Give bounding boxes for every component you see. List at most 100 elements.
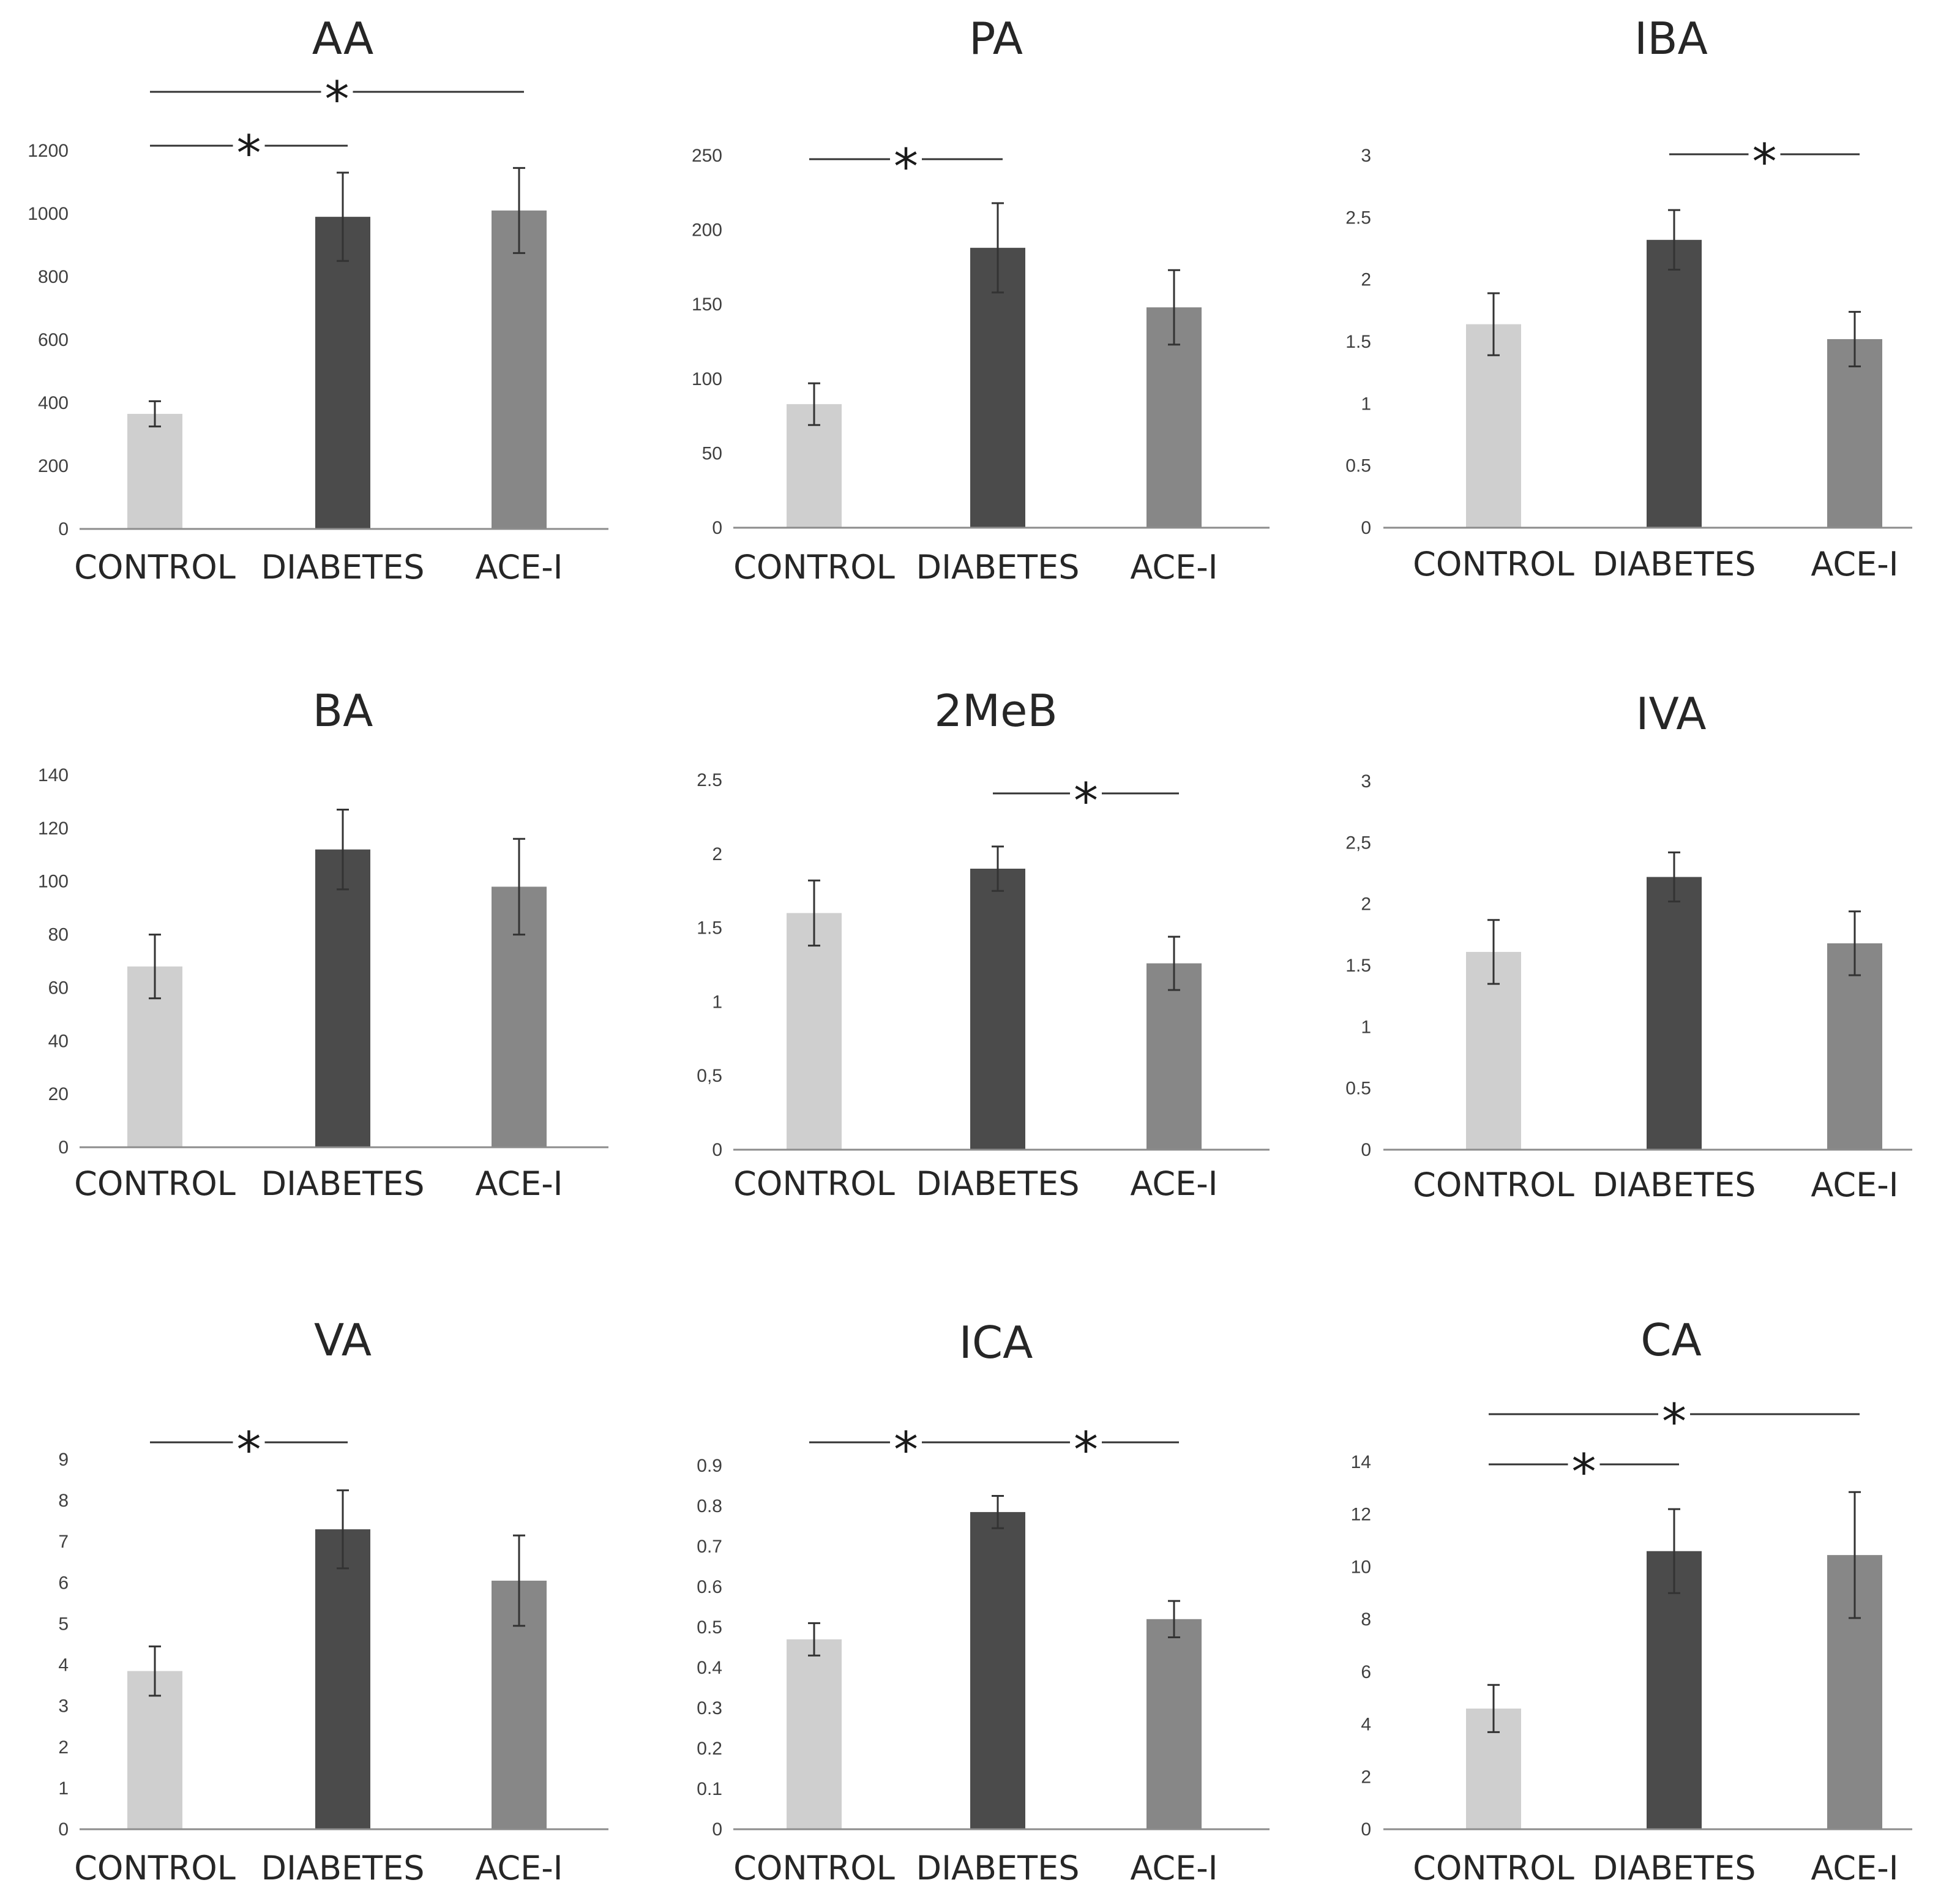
x-tick-label: ACE-I bbox=[1130, 548, 1218, 586]
y-tick-label: 1.5 bbox=[697, 918, 722, 938]
y-tick-label: 200 bbox=[692, 220, 722, 241]
significance-star: * bbox=[894, 1422, 918, 1478]
y-tick-label: 12 bbox=[1351, 1505, 1371, 1525]
y-tick-label: 2,5 bbox=[1345, 833, 1371, 853]
y-tick-label: 0.8 bbox=[697, 1496, 722, 1516]
chart-title: BA bbox=[313, 685, 373, 736]
y-tick-label: 100 bbox=[38, 872, 69, 892]
y-tick-label: 3 bbox=[1361, 146, 1371, 166]
bar-ace-i bbox=[1827, 339, 1882, 528]
x-tick-label: DIABETES bbox=[1593, 1849, 1756, 1887]
y-tick-label: 6 bbox=[58, 1573, 69, 1593]
x-tick-label: ACE-I bbox=[1811, 1849, 1898, 1887]
y-tick-label: 0.5 bbox=[697, 1617, 722, 1638]
bar-diabetes bbox=[1647, 239, 1702, 528]
y-tick-label: 0.1 bbox=[697, 1779, 722, 1799]
chart-ba: BA 0 20 40 60 80 100 120 140 CONTROL DIABETES ACE-I bbox=[38, 685, 608, 1203]
chart-title: CA bbox=[1640, 1314, 1702, 1366]
y-tick-label: 2.5 bbox=[1345, 208, 1371, 228]
y-tick-label: 0.6 bbox=[697, 1577, 722, 1597]
bar-control bbox=[1466, 951, 1521, 1150]
chart-ca: CA 0 2 4 6 8 10 12 14 CONTROL DIABETES ACE-I * * bbox=[1351, 1314, 1912, 1887]
chart-title: IVA bbox=[1636, 688, 1706, 740]
bar-diabetes bbox=[970, 868, 1025, 1150]
bar-control bbox=[127, 414, 182, 529]
bar-control bbox=[1466, 324, 1521, 528]
significance-star: * bbox=[1074, 773, 1098, 830]
y-tick-label: 100 bbox=[692, 369, 722, 389]
y-tick-label: 150 bbox=[692, 294, 722, 315]
x-tick-label: ACE-I bbox=[1130, 1849, 1218, 1887]
y-tick-label: 0.7 bbox=[697, 1537, 722, 1557]
y-tick-label: 7 bbox=[58, 1532, 69, 1552]
bar-diabetes bbox=[1647, 1551, 1702, 1829]
y-tick-label: 2 bbox=[1361, 1767, 1371, 1787]
y-tick-label: 0 bbox=[1361, 1819, 1371, 1840]
y-tick-label: 1 bbox=[712, 992, 722, 1012]
chart-title: IBA bbox=[1634, 13, 1708, 64]
bar-ace-i bbox=[1827, 943, 1882, 1150]
y-tick-label: 1 bbox=[1361, 394, 1371, 414]
chart-title: VA bbox=[314, 1314, 372, 1366]
y-tick-label: 2 bbox=[1361, 894, 1371, 915]
x-tick-label: DIABETES bbox=[261, 1849, 425, 1887]
y-tick-label: 0.4 bbox=[697, 1658, 722, 1678]
x-tick-label: DIABETES bbox=[1593, 545, 1756, 583]
chart-va: VA 0 1 2 3 4 5 6 7 8 9 CONTROL DIABETES ACE-I * bbox=[58, 1314, 608, 1887]
chart-iba: IBA 0 0.5 1 1.5 2 2.5 3 CONTROL DIABETES ACE-I * bbox=[1345, 13, 1912, 583]
y-tick-label: 8 bbox=[1361, 1609, 1371, 1630]
y-tick-label: 0.5 bbox=[1345, 1079, 1371, 1099]
y-tick-label: 800 bbox=[38, 267, 69, 287]
x-tick-label: CONTROL bbox=[1413, 1849, 1574, 1887]
y-tick-label: 9 bbox=[58, 1450, 69, 1470]
y-tick-label: 2 bbox=[1361, 270, 1371, 290]
x-tick-label: DIABETES bbox=[916, 1849, 1080, 1887]
x-tick-label: CONTROL bbox=[74, 1164, 236, 1203]
chart-ica: ICA 0 0.1 0.2 0.3 0.4 0.5 0.6 0.7 0.8 0.9 CONTROL DI… bbox=[697, 1317, 1270, 1887]
y-tick-label: 4 bbox=[1361, 1715, 1371, 1735]
x-tick-label: DIABETES bbox=[261, 548, 425, 586]
y-tick-label: 0 bbox=[58, 1819, 69, 1840]
x-tick-label: ACE-I bbox=[475, 548, 563, 586]
y-tick-label: 0 bbox=[1361, 518, 1371, 538]
y-tick-label: 1000 bbox=[28, 204, 69, 224]
x-tick-label: DIABETES bbox=[261, 1164, 425, 1203]
significance-star: * bbox=[237, 125, 261, 182]
y-tick-label: 0 bbox=[712, 1819, 722, 1840]
y-tick-label: 0 bbox=[58, 1137, 69, 1158]
y-tick-label: 5 bbox=[58, 1614, 69, 1634]
y-tick-label: 14 bbox=[1351, 1452, 1371, 1472]
x-tick-label: CONTROL bbox=[1413, 545, 1574, 583]
x-tick-label: CONTROL bbox=[733, 548, 895, 586]
y-tick-label: 120 bbox=[38, 819, 69, 839]
bar-control bbox=[787, 913, 842, 1150]
chart-title: ICA bbox=[959, 1317, 1033, 1368]
x-tick-label: CONTROL bbox=[733, 1164, 895, 1203]
y-tick-label: 40 bbox=[48, 1031, 69, 1051]
bar-ace-i bbox=[492, 210, 547, 530]
y-tick-label: 4 bbox=[58, 1655, 69, 1676]
y-tick-label: 0 bbox=[58, 519, 69, 539]
bar-control bbox=[787, 1639, 842, 1829]
bar-ace-i bbox=[1146, 963, 1202, 1150]
y-tick-label: 3 bbox=[1361, 771, 1371, 792]
x-tick-label: ACE-I bbox=[475, 1164, 563, 1203]
y-tick-label: 20 bbox=[48, 1084, 69, 1104]
bar-diabetes bbox=[315, 1529, 370, 1829]
y-tick-label: 0 bbox=[1361, 1140, 1371, 1160]
x-tick-label: ACE-I bbox=[1811, 545, 1898, 583]
y-tick-label: 1.5 bbox=[1345, 332, 1371, 352]
y-tick-label: 0 bbox=[712, 518, 722, 538]
y-tick-label: 10 bbox=[1351, 1557, 1371, 1577]
bar-diabetes bbox=[1647, 877, 1702, 1150]
chart-iva: IVA 0 0.5 1 1.5 2 2,5 3 CONTROL DIABETES ACE-I bbox=[1345, 688, 1912, 1204]
bar-diabetes bbox=[315, 849, 370, 1147]
y-tick-label: 0.2 bbox=[697, 1739, 722, 1759]
x-tick-label: CONTROL bbox=[74, 1849, 236, 1887]
y-tick-label: 600 bbox=[38, 330, 69, 350]
y-tick-label: 60 bbox=[48, 978, 69, 998]
y-tick-label: 80 bbox=[48, 925, 69, 945]
y-tick-label: 1200 bbox=[28, 141, 69, 161]
y-tick-label: 400 bbox=[38, 393, 69, 413]
x-tick-label: DIABETES bbox=[1593, 1166, 1756, 1204]
